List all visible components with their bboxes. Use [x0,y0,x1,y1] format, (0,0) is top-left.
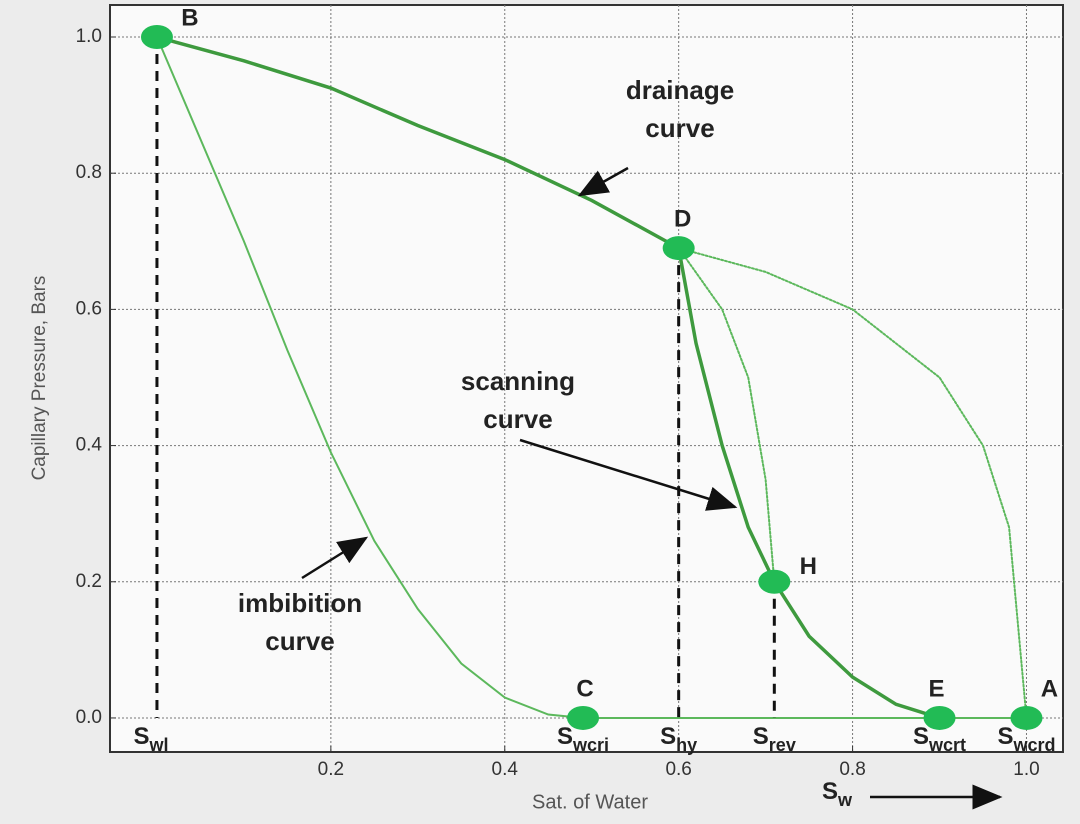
symbol: S [997,723,1013,750]
x-tick-label: 0.2 [318,759,344,780]
annotation: curve [483,404,552,434]
point [758,569,791,594]
y-tick-label: 0.2 [76,571,102,592]
symbol: S [822,778,838,805]
symbol: S [557,723,573,750]
subscript: wl [148,735,168,755]
symbol: S [660,723,676,750]
subscript: rev [769,735,796,755]
point [140,25,173,50]
subscript: wcrt [928,735,966,755]
x-tick-label: 0.6 [665,759,691,780]
annotation: imbibition [238,588,362,618]
annotation: scanning [461,366,575,396]
sat-label: Swcri [557,723,609,754]
symbol: S [913,723,929,750]
annotation: drainage [626,75,734,105]
point [923,705,956,730]
symbol: S [753,723,769,750]
y-tick-label: 0.8 [76,162,102,183]
sat-label: Sw [822,778,853,809]
x-tick-label: 1.0 [1013,759,1039,780]
subscript: wcri [572,735,609,755]
point-label: D [674,205,691,232]
sat-label: Srev [753,723,796,754]
curve [155,35,681,250]
sat-label: Swcrt [913,723,966,754]
annotation-arrow [301,536,369,580]
annotation: curve [265,626,334,656]
point-label: E [929,675,945,702]
y-axis-label: Capillary Pressure, Bars [29,276,50,481]
y-tick-label: 1.0 [76,26,102,47]
curve [677,247,1028,719]
x-axis-label: Sat. of Water [532,791,648,813]
sat-label: Swcrd [997,723,1055,754]
subscript: wcrd [1012,735,1055,755]
symbol: S [133,723,149,750]
y-tick-label: 0.4 [76,435,103,456]
point [567,705,600,730]
subscript: hy [676,735,697,755]
point-label: C [576,675,593,702]
plot-area [109,4,1064,753]
x-tick-label: 0.8 [839,759,865,780]
annotation-arrow [519,438,738,511]
x-tick-label: 0.4 [492,759,519,780]
curve [155,36,585,719]
sat-label: Swl [133,723,168,754]
point-label: A [1041,675,1058,702]
sat-label: Shy [660,723,697,754]
point-label: B [181,4,198,31]
point-label: H [800,553,817,580]
y-tick-label: 0.6 [76,298,102,319]
subscript: w [837,790,853,810]
curve [677,247,776,583]
annotation: curve [645,113,714,143]
point [1010,705,1043,730]
y-tick-label: 0.0 [76,707,102,728]
point [662,236,695,261]
annotation-arrow [577,166,629,197]
